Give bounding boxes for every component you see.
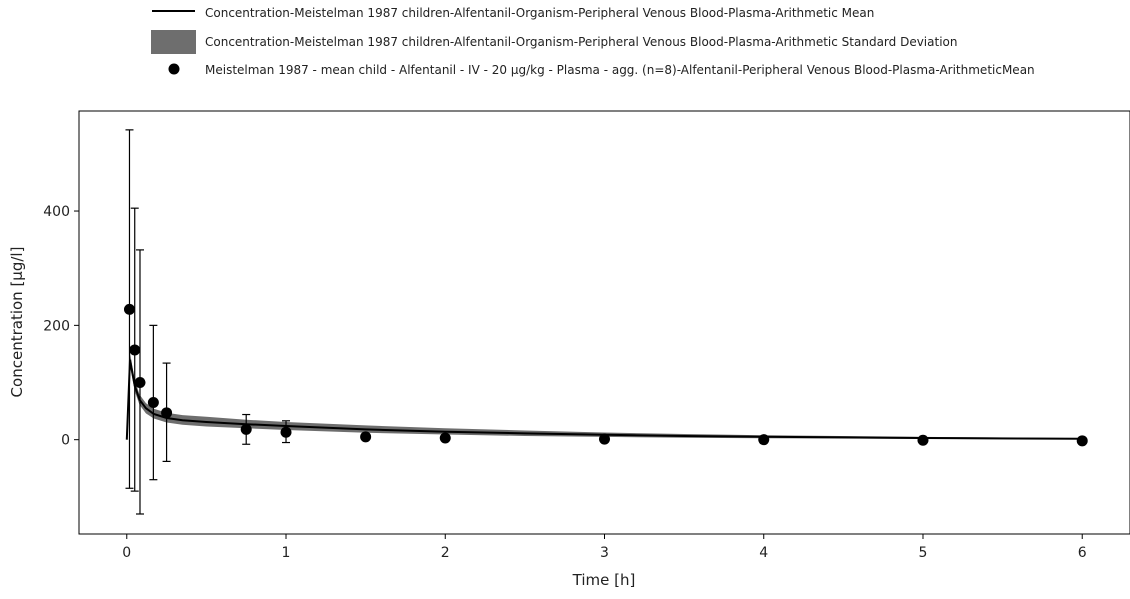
legend-label-2: Concentration-Meistelman 1987 children-A… xyxy=(205,35,957,49)
x-tick-label: 3 xyxy=(600,545,609,561)
data-point xyxy=(758,434,770,446)
data-point xyxy=(123,303,135,315)
y-tick-label: 400 xyxy=(43,204,70,220)
data-point xyxy=(161,407,173,419)
data-point xyxy=(599,433,610,445)
data-point xyxy=(439,432,451,444)
data-point xyxy=(917,434,929,446)
plot-frame xyxy=(78,110,1130,535)
x-tick-label: 4 xyxy=(759,545,768,561)
sd-band xyxy=(130,352,1083,440)
y-axis-title: Concentration [µg/l] xyxy=(8,247,26,398)
legend-label-1: Concentration-Meistelman 1987 children-A… xyxy=(205,6,874,20)
data-point xyxy=(147,397,159,409)
y-tick-label: 0 xyxy=(61,433,70,449)
point-layer xyxy=(123,303,1088,447)
x-axis: 0 1 2 3 4 5 6 xyxy=(122,534,1087,561)
x-axis-title: Time [h] xyxy=(572,571,636,589)
data-point xyxy=(129,344,141,356)
legend-label-3: Meistelman 1987 - mean child - Alfentani… xyxy=(205,63,1035,77)
data-point xyxy=(134,377,146,389)
band-layer xyxy=(130,352,1083,440)
x-tick-label: 0 xyxy=(122,545,131,561)
x-tick-label: 1 xyxy=(282,545,291,561)
data-point xyxy=(360,431,372,443)
y-axis: 0 200 400 xyxy=(43,204,79,449)
legend: Concentration-Meistelman 1987 children-A… xyxy=(151,6,1035,77)
x-tick-label: 5 xyxy=(919,545,928,561)
y-tick-label: 200 xyxy=(43,318,70,334)
legend-point-swatch xyxy=(168,63,180,75)
x-tick-label: 6 xyxy=(1078,545,1087,561)
legend-band-swatch xyxy=(151,30,196,54)
x-tick-label: 2 xyxy=(441,545,450,561)
data-point xyxy=(240,423,252,435)
data-point xyxy=(280,426,292,438)
error-bar-layer xyxy=(125,129,291,515)
data-point xyxy=(1076,435,1088,447)
